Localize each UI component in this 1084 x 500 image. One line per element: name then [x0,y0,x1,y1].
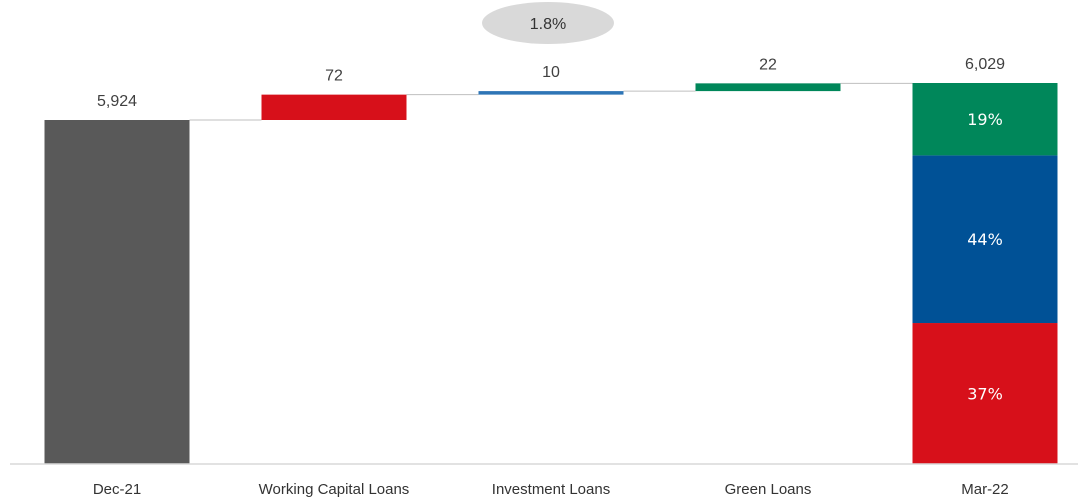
category-label: Working Capital Loans [259,481,410,498]
segment-label: 44% [967,230,1003,249]
growth-bubble-shape [482,2,614,44]
category-labels-group: Dec-21 Working Capital Loans Investment Lo… [93,481,1009,498]
category-label: Green Loans [725,481,812,498]
connector-lines [189,82,913,121]
bar-delta [261,94,407,120]
bar-delta [478,91,624,95]
value-labels-group: 5,924 72 10 22 37% 44% 19% 6,029 [97,56,1005,404]
bar-segment-37pct [912,323,1058,464]
bar-delta [695,83,841,92]
bars-group [44,83,1058,464]
category-label: Investment Loans [492,481,610,498]
bar-segment-44pct [912,155,1058,324]
segment-label: 37% [967,385,1003,404]
value-label: 10 [542,64,560,81]
value-label: 6,029 [965,56,1005,73]
growth-label: 1.8% [530,16,566,33]
growth-bubble: 1.8% [482,2,614,44]
category-label: Dec-21 [93,481,141,498]
value-label: 5,924 [97,93,137,110]
bar-segment-19pct [912,83,1058,156]
bar-total [44,120,190,464]
value-label: 22 [759,56,777,73]
segment-label: 19% [967,110,1003,129]
category-label: Mar-22 [961,481,1009,498]
value-label: 72 [325,68,343,85]
